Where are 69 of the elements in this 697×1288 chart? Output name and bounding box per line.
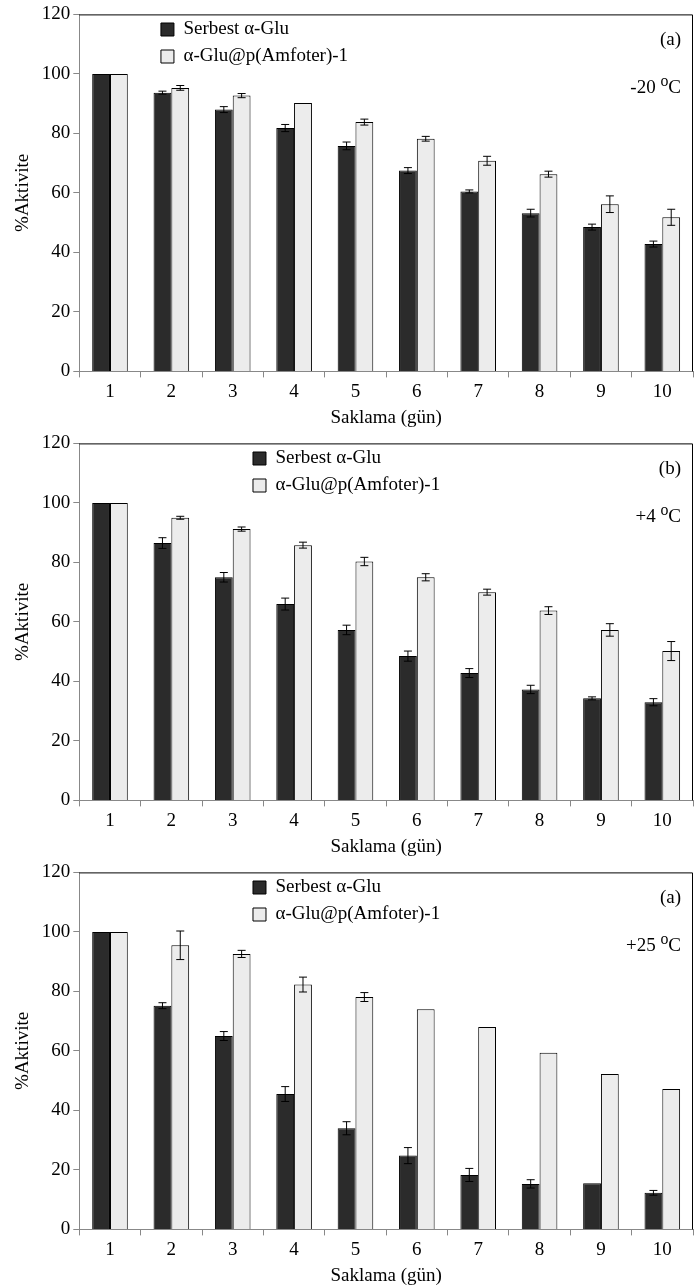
x-tick-label: 1 [105, 808, 115, 830]
y-tick-label: 0 [60, 359, 71, 381]
annotation: (b) [658, 457, 681, 480]
x-tick-label: 2 [166, 808, 177, 830]
y-tick-label: 40 [51, 1098, 71, 1120]
x-tick-label: 5 [350, 379, 361, 401]
annotation: +25 $^{o}$C [625, 930, 681, 957]
legend-label: Serbest α-Glu [275, 875, 382, 897]
x-tick-label: 2 [166, 1237, 177, 1259]
legend-label: α-Glu@p(Amfoter)-1 [183, 44, 349, 67]
x-axis-title: Saklama (gün) [330, 405, 442, 428]
x-tick-label: 6 [412, 808, 422, 830]
x-tick-label: 8 [534, 1237, 545, 1259]
legend-label: Serbest α-Glu [275, 446, 382, 468]
annotation: -20 $^{o}$C [630, 72, 681, 99]
y-tick-label: 60 [51, 609, 71, 631]
x-tick-label: 10 [652, 379, 672, 401]
x-tick-label: 8 [534, 808, 545, 830]
y-tick-label: 20 [51, 299, 71, 321]
x-tick-label: 1 [105, 379, 115, 401]
y-tick-label: 100 [41, 61, 71, 83]
y-tick-label: 100 [41, 919, 71, 941]
x-tick-label: 3 [227, 1237, 238, 1259]
x-tick-label: 6 [412, 379, 422, 401]
y-tick-label: 20 [51, 728, 71, 750]
x-tick-label: 4 [289, 379, 300, 401]
legend-label: α-Glu@p(Amfoter)-1 [275, 902, 441, 925]
legend-label: α-Glu@p(Amfoter)-1 [275, 473, 441, 496]
x-axis-title: Saklama (gün) [330, 834, 442, 857]
x-tick-label: 10 [652, 1237, 672, 1259]
y-tick-label: 0 [60, 788, 71, 810]
x-tick-label: 9 [596, 379, 606, 401]
x-tick-label: 2 [166, 379, 177, 401]
x-tick-label: 4 [289, 1237, 300, 1259]
x-tick-label: 5 [350, 1237, 361, 1259]
y-tick-label: 120 [41, 860, 71, 882]
x-axis-title: Saklama (gün) [330, 1263, 442, 1286]
x-tick-label: 9 [596, 1237, 606, 1259]
x-tick-label: 7 [473, 808, 483, 830]
y-tick-label: 80 [51, 121, 71, 143]
x-tick-label: 3 [227, 379, 238, 401]
y-tick-label: 40 [51, 240, 71, 262]
y-tick-label: 60 [51, 1038, 71, 1060]
x-tick-label: 9 [596, 808, 606, 830]
x-tick-label: 6 [412, 1237, 422, 1259]
y-tick-label: 80 [51, 550, 71, 572]
annotation: +4 $^{o}$C [635, 501, 681, 528]
y-axis-title: %Aktivite [11, 153, 33, 232]
y-tick-label: 80 [51, 979, 71, 1001]
x-tick-label: 3 [227, 808, 238, 830]
x-tick-label: 5 [350, 808, 361, 830]
y-axis-title: %Aktivite [11, 582, 33, 661]
x-tick-label: 1 [105, 1237, 115, 1259]
x-tick-label: 4 [289, 808, 300, 830]
annotation: (a) [659, 886, 681, 909]
y-tick-label: 120 [41, 431, 71, 453]
x-tick-label: 10 [652, 808, 672, 830]
y-tick-label: 20 [51, 1157, 71, 1179]
x-tick-label: 8 [534, 379, 545, 401]
y-axis-title: %Aktivite [11, 1011, 33, 1090]
x-tick-label: 7 [473, 1237, 483, 1259]
annotation: (a) [659, 28, 681, 51]
legend-label: Serbest α-Glu [183, 17, 290, 39]
y-tick-label: 40 [51, 669, 71, 691]
y-tick-label: 0 [60, 1217, 71, 1239]
y-tick-label: 100 [41, 490, 71, 512]
x-tick-label: 7 [473, 379, 483, 401]
y-tick-label: 120 [41, 2, 71, 24]
y-tick-label: 60 [51, 180, 71, 202]
